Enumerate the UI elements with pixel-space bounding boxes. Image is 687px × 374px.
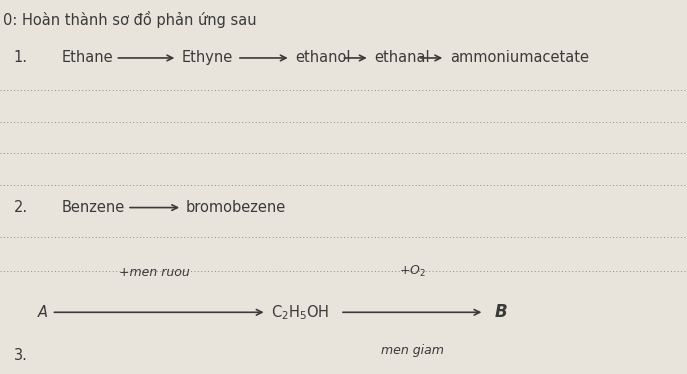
- Text: B: B: [495, 303, 507, 321]
- Text: $\mathrm{C_2H_5OH}$: $\mathrm{C_2H_5OH}$: [271, 303, 330, 322]
- Text: 3.: 3.: [14, 348, 27, 363]
- Text: 0: Hoàn thành sơ đồ phản ứng sau: 0: Hoàn thành sơ đồ phản ứng sau: [3, 11, 257, 28]
- Text: Ethyne: Ethyne: [182, 50, 234, 65]
- Text: ethanal: ethanal: [374, 50, 430, 65]
- Text: bromobezene: bromobezene: [185, 200, 286, 215]
- Text: ethanol: ethanol: [295, 50, 351, 65]
- Text: ammoniumacetate: ammoniumacetate: [450, 50, 589, 65]
- Text: +men ruou: +men ruou: [120, 266, 190, 279]
- Text: Ethane: Ethane: [62, 50, 113, 65]
- Text: 1.: 1.: [14, 50, 27, 65]
- Text: $+O_2$: $+O_2$: [398, 264, 426, 279]
- Text: 2.: 2.: [14, 200, 28, 215]
- Text: A: A: [38, 305, 48, 320]
- Text: Benzene: Benzene: [62, 200, 125, 215]
- Text: men giam: men giam: [381, 344, 444, 357]
